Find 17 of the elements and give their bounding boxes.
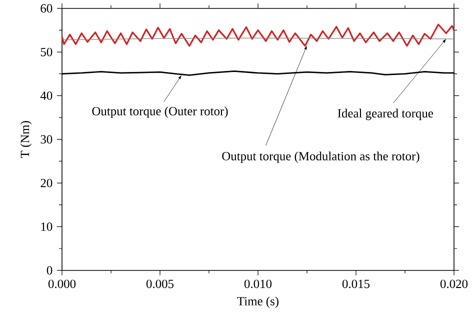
y-tick-label: 40 <box>40 91 52 100</box>
y-tick-label: 30 <box>40 134 52 144</box>
y-tick-label: 0 <box>46 266 52 274</box>
x-tick-label: 0.010 <box>244 280 272 288</box>
x-tick-label: 0.015 <box>342 280 370 288</box>
annotation: Output torque (Outer rotor) <box>92 106 228 118</box>
annotation: Ideal geared torque <box>338 108 434 120</box>
x-tick-label: 0.020 <box>440 280 468 288</box>
y-tick-label: 20 <box>40 178 52 188</box>
y-tick-label: 50 <box>40 48 52 56</box>
y-tick-label: 10 <box>41 222 52 231</box>
annotation: Output torque (Modulation as the rotor) <box>222 151 420 163</box>
y-axis-title: T (Nm) <box>20 120 32 158</box>
x-tick-label: 0.000 <box>48 280 76 288</box>
x-axis-title: Time (s) <box>237 296 278 308</box>
x-tick-label: 0.005 <box>146 280 174 288</box>
y-tick-label: 60 <box>40 4 52 12</box>
